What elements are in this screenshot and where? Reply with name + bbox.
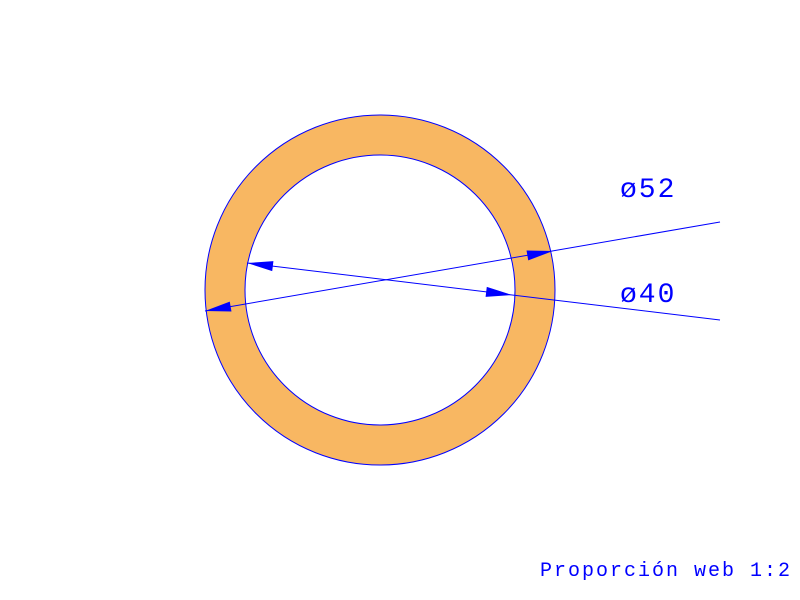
dimension-arrowhead <box>486 287 512 297</box>
outer-diameter-label: ø52 <box>620 175 676 206</box>
diagram-svg <box>0 0 800 600</box>
dimension-arrowhead <box>247 261 273 271</box>
inner-diameter-label: ø40 <box>620 280 676 311</box>
diagram-canvas: ø52 ø40 Proporción web 1:2 <box>0 0 800 600</box>
scale-footer: Proporción web 1:2 <box>540 560 792 583</box>
ring-shape <box>205 115 555 465</box>
